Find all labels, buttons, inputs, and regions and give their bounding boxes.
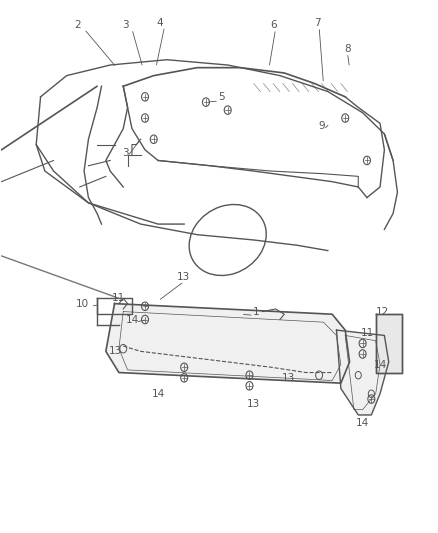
Text: 1: 1	[253, 306, 259, 317]
Text: 14: 14	[126, 314, 139, 325]
Text: 10: 10	[75, 298, 88, 309]
Text: 5: 5	[218, 92, 225, 102]
Text: 8: 8	[344, 44, 351, 54]
Text: 9: 9	[318, 121, 325, 131]
Text: 11: 11	[360, 328, 374, 338]
Text: 13: 13	[247, 399, 261, 409]
Text: 13: 13	[177, 272, 190, 282]
Text: 2: 2	[74, 20, 81, 30]
Text: 6: 6	[270, 20, 277, 30]
Text: 3: 3	[122, 148, 129, 158]
Text: 7: 7	[314, 18, 320, 28]
Text: 12: 12	[375, 306, 389, 317]
Text: 14: 14	[356, 418, 369, 428]
Text: 3: 3	[122, 20, 129, 30]
Text: 11: 11	[111, 293, 125, 303]
Text: 13: 13	[282, 373, 295, 383]
Polygon shape	[336, 330, 389, 415]
Polygon shape	[376, 314, 402, 373]
Text: 14: 14	[152, 389, 165, 399]
Text: 4: 4	[157, 18, 163, 28]
Text: 14: 14	[374, 360, 387, 369]
Polygon shape	[106, 304, 350, 383]
Text: 13: 13	[109, 346, 122, 357]
